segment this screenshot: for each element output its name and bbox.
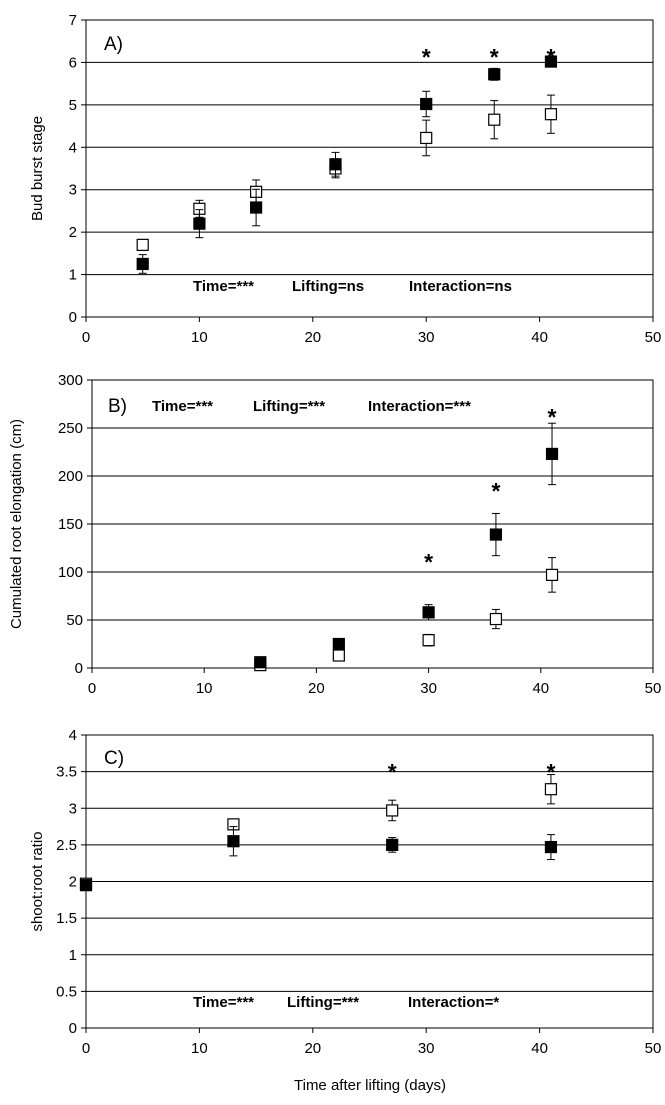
y-tick-label: 0	[69, 1020, 77, 1037]
data-point-filled	[250, 201, 263, 214]
data-point-filled	[489, 528, 503, 541]
significance-star: *	[424, 549, 433, 575]
y-axis-label: Cumulated root elongation (cm)	[8, 419, 25, 629]
y-tick-label: 2	[69, 224, 77, 241]
stats-annotation: Time=***	[193, 994, 254, 1011]
x-tick-label: 10	[191, 329, 208, 346]
panel-1: 0 1 2 3 4 5 6 7 0 10 20 30 40 50 Bud burst stage A) Time…	[29, 12, 661, 346]
data-point-filled	[544, 840, 558, 854]
stats-annotation: Time=***	[193, 278, 254, 295]
y-tick-label: 1	[69, 267, 77, 284]
x-tick-label: 40	[531, 1040, 548, 1057]
data-point-open	[488, 113, 501, 126]
data-point-open	[544, 783, 558, 796]
data-point-filled	[386, 838, 399, 851]
x-tick-label: 40	[531, 329, 548, 346]
y-tick-label: 0	[69, 309, 77, 326]
y-tick-label: 0.5	[56, 983, 77, 1000]
stats-annotation: Lifting=***	[253, 398, 325, 415]
stats-annotation: Interaction=*	[408, 994, 499, 1011]
data-point-filled	[545, 447, 559, 461]
stats-annotation: Time=***	[152, 398, 213, 415]
data-point-open	[420, 131, 433, 145]
data-point-open	[422, 634, 435, 647]
data-point-filled	[193, 217, 206, 230]
x-tick-label: 30	[418, 329, 435, 346]
data-point-filled	[332, 637, 345, 651]
y-tick-label: 3	[69, 182, 77, 199]
x-axis-label: Time after lifting (days)	[294, 1077, 446, 1094]
y-tick-label: 3.5	[56, 764, 77, 781]
y-tick-label: 2	[69, 874, 77, 891]
data-point-filled	[420, 97, 433, 111]
y-tick-label: 1.5	[56, 910, 77, 927]
y-tick-label: 250	[58, 420, 83, 437]
panel-label: C)	[104, 748, 124, 769]
plot-frame	[85, 19, 654, 318]
x-tick-label: 0	[82, 329, 90, 346]
y-tick-label: 7	[69, 12, 77, 29]
y-tick-label: 100	[58, 564, 83, 581]
y-tick-label: 2.5	[56, 837, 77, 854]
stats-annotation: Lifting=***	[287, 994, 359, 1011]
y-tick-label: 1	[69, 947, 77, 964]
y-tick-label: 200	[58, 468, 83, 485]
x-tick-label: 30	[418, 1040, 435, 1057]
y-axis-label: shoot:root ratio	[29, 831, 46, 931]
x-tick-label: 50	[645, 1040, 662, 1057]
panel-label: A)	[104, 34, 123, 55]
data-point-filled	[329, 158, 342, 171]
x-tick-label: 20	[304, 1040, 321, 1057]
stats-annotation: Interaction=ns	[409, 278, 512, 295]
x-tick-label: 50	[645, 680, 662, 697]
y-tick-label: 6	[69, 54, 77, 71]
x-tick-label: 50	[645, 329, 662, 346]
x-tick-label: 0	[82, 1040, 90, 1057]
x-tick-label: 10	[196, 680, 213, 697]
data-point-filled	[254, 656, 267, 669]
y-tick-label: 0	[75, 660, 83, 677]
data-point-filled	[136, 257, 149, 271]
y-tick-label: 150	[58, 516, 83, 533]
y-tick-label: 300	[58, 372, 83, 389]
y-tick-label: 4	[69, 727, 77, 744]
y-tick-label: 5	[69, 97, 77, 114]
x-tick-label: 10	[191, 1040, 208, 1057]
significance-star: *	[491, 478, 500, 504]
data-point-open	[545, 568, 559, 581]
y-axis-label: Bud burst stage	[29, 116, 46, 221]
significance-star: *	[422, 44, 431, 70]
stats-annotation: Interaction=***	[368, 398, 471, 415]
significance-star: *	[388, 759, 397, 785]
data-point-open	[136, 238, 149, 251]
y-tick-label: 4	[69, 139, 77, 156]
x-tick-label: 30	[420, 680, 437, 697]
y-tick-label: 50	[66, 612, 83, 629]
x-tick-label: 20	[304, 329, 321, 346]
data-point-open	[386, 804, 399, 817]
data-point-open	[332, 649, 345, 662]
stats-annotation: Lifting=ns	[292, 278, 364, 295]
data-point-filled	[422, 606, 435, 619]
significance-star: *	[546, 44, 555, 70]
x-tick-label: 40	[532, 680, 549, 697]
x-tick-label: 20	[308, 680, 325, 697]
data-point-open	[489, 612, 503, 626]
data-point-filled	[544, 55, 558, 68]
data-point-filled	[227, 835, 240, 848]
panel-2: 0 50 100 150 200 250 300 0 10 20 30 40 50 Cumulated r…	[8, 372, 661, 697]
significance-star: *	[548, 404, 557, 430]
y-tick-label: 3	[69, 800, 77, 817]
panel-label: B)	[108, 396, 127, 417]
data-point-filled	[488, 68, 501, 81]
significance-star: *	[490, 44, 499, 70]
x-tick-label: 0	[88, 680, 96, 697]
data-point-filled	[79, 879, 93, 892]
data-point-open	[544, 108, 558, 121]
significance-star: *	[546, 759, 555, 785]
